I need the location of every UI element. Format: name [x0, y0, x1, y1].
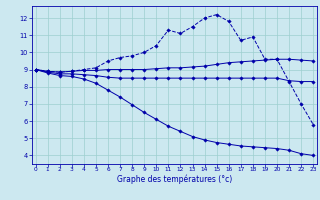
X-axis label: Graphe des températures (°c): Graphe des températures (°c) [117, 175, 232, 184]
